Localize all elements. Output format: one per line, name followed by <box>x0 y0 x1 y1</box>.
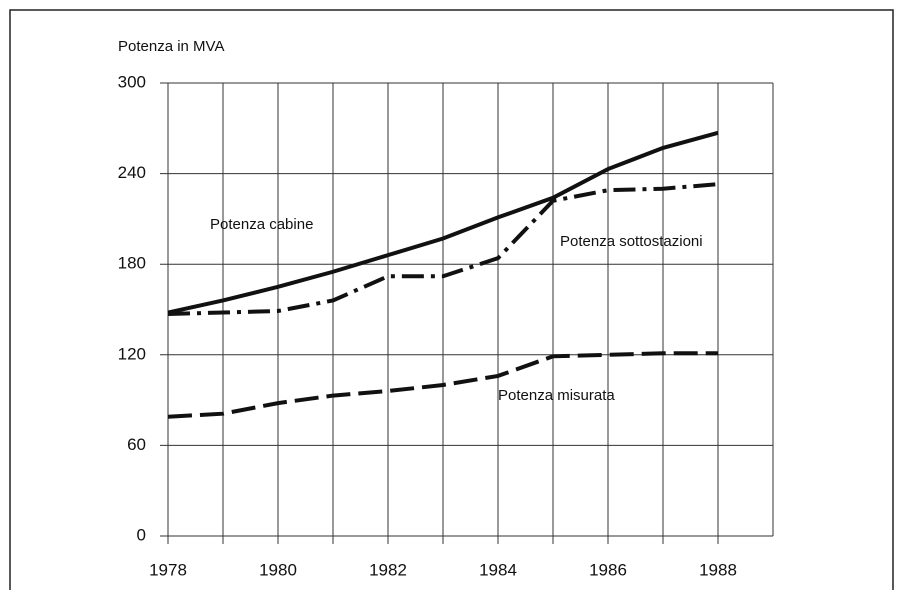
x-tick-label: 1984 <box>479 560 517 579</box>
frame <box>9 9 894 590</box>
x-tick-label: 1986 <box>589 560 627 579</box>
x-tick-label: 1980 <box>259 560 297 579</box>
series-line <box>167 130 719 315</box>
y-tick-label: 60 <box>127 435 146 454</box>
series-label: Potenza sottostazioni <box>560 233 703 250</box>
series-line <box>167 182 719 317</box>
series-label: Potenza misurata <box>498 387 615 404</box>
x-tick-label: 1988 <box>699 560 737 579</box>
series-line <box>167 351 718 419</box>
x-tick-label: 1978 <box>149 560 187 579</box>
y-tick-label: 300 <box>118 72 146 91</box>
y-tick-label: 120 <box>118 344 146 363</box>
y-tick-label: 240 <box>118 163 146 182</box>
y-axis-label: Potenza in MVA <box>118 38 224 55</box>
x-tick-label: 1982 <box>369 560 407 579</box>
series-label: Potenza cabine <box>210 216 313 233</box>
y-tick-label: 0 <box>137 525 146 544</box>
y-tick-label: 180 <box>118 254 146 273</box>
